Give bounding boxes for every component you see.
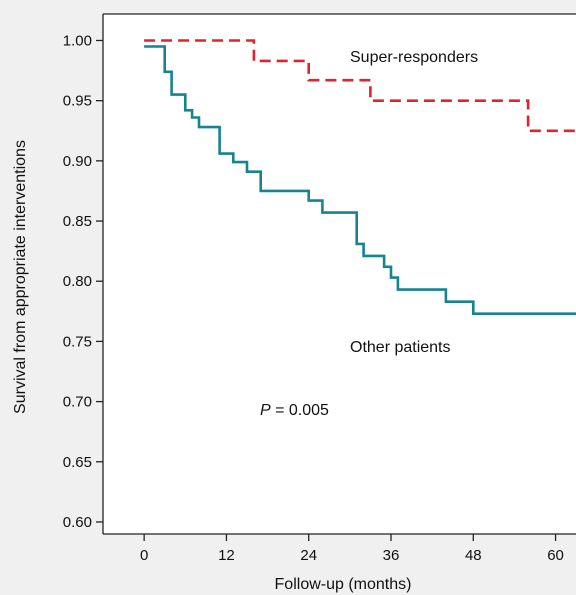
x-tick-label: 36 — [383, 547, 400, 564]
y-tick-label: 0.90 — [63, 153, 92, 170]
series-layer — [144, 39, 576, 316]
y-tick-label: 1.00 — [63, 32, 92, 49]
label-other-patients: Other patients — [350, 339, 451, 356]
y-axis-title: Survival from appropriate interventions — [12, 140, 29, 414]
x-tick-label: 0 — [140, 547, 148, 564]
series-line-other-patients — [144, 45, 576, 316]
y-tick-label: 0.80 — [63, 273, 92, 290]
plot-area — [103, 14, 576, 534]
x-tick-label: 60 — [547, 547, 564, 564]
p-value-text: = 0.005 — [271, 402, 329, 419]
x-axis-title: Follow-up (months) — [275, 576, 412, 593]
series-line-super-responders — [144, 39, 576, 133]
y-tick-label: 0.75 — [63, 333, 92, 350]
p-value-symbol: P — [260, 402, 271, 419]
label-super-responders: Super-responders — [350, 49, 478, 66]
y-tick-label: 0.95 — [63, 93, 92, 110]
y-tick-label: 0.85 — [63, 213, 92, 230]
y-tick-label: 0.60 — [63, 514, 92, 531]
y-tick-label: 0.70 — [63, 394, 92, 411]
x-ticks: 0 12 24 36 48 60 — [140, 534, 564, 564]
x-tick-label: 24 — [300, 547, 317, 564]
p-value-annotation: P = 0.005 — [260, 402, 329, 419]
y-tick-label: 0.65 — [63, 454, 92, 471]
x-tick-label: 48 — [465, 547, 482, 564]
x-tick-label: 12 — [218, 547, 235, 564]
y-ticks: 1.00 0.95 0.90 0.85 0.80 0.75 0.70 0.65 0.60 — [63, 32, 103, 531]
